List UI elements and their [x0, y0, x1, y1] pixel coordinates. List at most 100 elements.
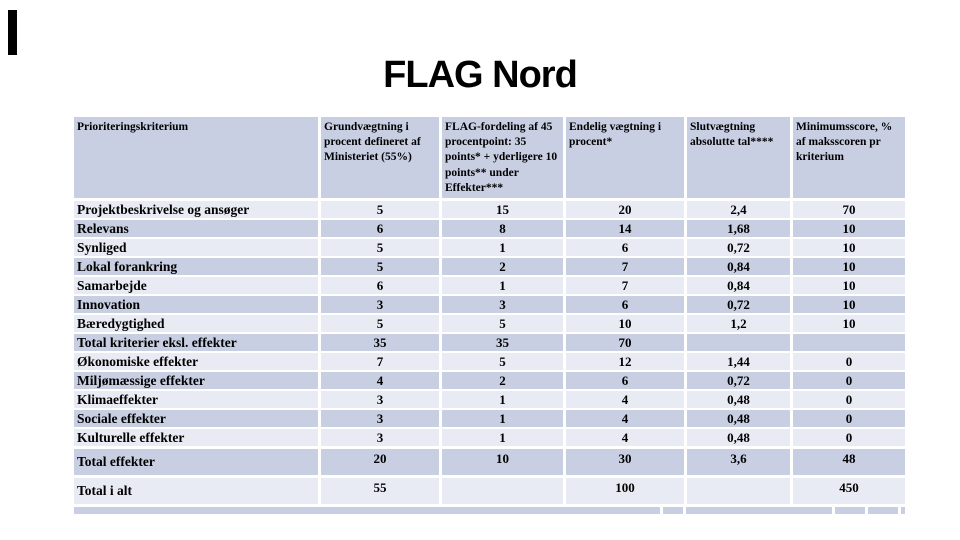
row-label: Projektbeskrivelse og ansøger [74, 201, 318, 218]
table-row: Miljømæssige effekter 4 2 6 0,72 0 [74, 372, 905, 389]
row-value: 0,72 [687, 372, 790, 389]
table-header-row: Prioriteringskriterium Grundvægtning i p… [74, 117, 905, 198]
row-value: 1,68 [687, 220, 790, 237]
row-value: 4 [321, 372, 439, 389]
row-value: 70 [566, 334, 684, 351]
row-value: 0 [793, 372, 905, 389]
row-value: 0,72 [687, 239, 790, 256]
header-cell-flag-share: FLAG-fordeling af 45 procentpoint: 35 po… [442, 117, 563, 198]
row-value: 0 [793, 391, 905, 408]
row-value: 6 [566, 296, 684, 313]
row-value: 0,48 [687, 410, 790, 427]
table-row: Lokal forankring 5 2 7 0,84 10 [74, 258, 905, 275]
row-label: Kulturelle effekter [74, 429, 318, 446]
row-value: 6 [321, 277, 439, 294]
header-cell-minimum-score: Minimumsscore, % af maksscoren pr kriter… [793, 117, 905, 198]
table-row: Sociale effekter 3 1 4 0,48 0 [74, 410, 905, 427]
row-value: 2,4 [687, 201, 790, 218]
header-cell-end-weight: Slutvægtning absolutte tal**** [687, 117, 790, 198]
row-value: 3 [321, 391, 439, 408]
row-value: 5 [442, 315, 563, 332]
row-label: Miljømæssige effekter [74, 372, 318, 389]
row-value: 6 [321, 220, 439, 237]
row-value: 20 [321, 449, 439, 475]
row-value: 6 [566, 372, 684, 389]
row-value: 0,84 [687, 277, 790, 294]
clipped-cell [868, 507, 898, 514]
row-value: 5 [321, 258, 439, 275]
header-cell-final-weight: Endelig vægtning i procent* [566, 117, 684, 198]
row-label: Samarbejde [74, 277, 318, 294]
row-label: Relevans [74, 220, 318, 237]
row-label: Total kriterier eksl. effekter [74, 334, 318, 351]
row-value: 48 [793, 449, 905, 475]
row-value: 1 [442, 239, 563, 256]
row-value: 450 [793, 478, 905, 504]
slide-title: FLAG Nord [383, 54, 578, 96]
row-value: 10 [793, 258, 905, 275]
row-value: 100 [566, 478, 684, 504]
row-value: 5 [321, 201, 439, 218]
row-value: 10 [793, 239, 905, 256]
table-row: Total effekter 20 10 30 3,6 48 [74, 449, 905, 475]
table-row: Synliged 5 1 6 0,72 10 [74, 239, 905, 256]
row-value: 7 [566, 277, 684, 294]
row-value: 0 [793, 353, 905, 370]
row-value: 10 [793, 315, 905, 332]
row-value: 1,44 [687, 353, 790, 370]
priority-criteria-table: Prioriteringskriterium Grundvægtning i p… [74, 117, 905, 514]
row-value: 15 [442, 201, 563, 218]
row-value: 7 [566, 258, 684, 275]
row-value: 35 [321, 334, 439, 351]
row-value: 55 [321, 478, 439, 504]
row-value: 14 [566, 220, 684, 237]
row-value: 12 [566, 353, 684, 370]
row-value: 1 [442, 391, 563, 408]
row-value: 0,48 [687, 391, 790, 408]
row-value [442, 478, 563, 504]
row-value: 30 [566, 449, 684, 475]
row-label: Lokal forankring [74, 258, 318, 275]
row-label: Total effekter [74, 449, 318, 475]
row-value: 0 [793, 410, 905, 427]
row-value: 0,48 [687, 429, 790, 446]
row-value: 10 [793, 277, 905, 294]
row-value: 10 [442, 449, 563, 475]
row-value: 8 [442, 220, 563, 237]
row-label: Økonomiske effekter [74, 353, 318, 370]
row-label: Synliged [74, 239, 318, 256]
table-row: Bæredygtighed 5 5 10 1,2 10 [74, 315, 905, 332]
row-value: 35 [442, 334, 563, 351]
row-value: 10 [566, 315, 684, 332]
clipped-cell [835, 507, 865, 514]
table-row: Samarbejde 6 1 7 0,84 10 [74, 277, 905, 294]
table-row: Innovation 3 3 6 0,72 10 [74, 296, 905, 313]
table-body: Projektbeskrivelse og ansøger 5 15 20 2,4 70 R… [74, 201, 905, 504]
row-value: 0 [793, 429, 905, 446]
row-value: 3 [321, 429, 439, 446]
row-value: 1 [442, 410, 563, 427]
row-value: 1 [442, 277, 563, 294]
row-value [793, 334, 905, 351]
table-row: Kulturelle effekter 3 1 4 0,48 0 [74, 429, 905, 446]
row-value: 4 [566, 410, 684, 427]
clipped-cell [663, 507, 683, 514]
row-value: 3 [321, 410, 439, 427]
clipped-cell [901, 507, 905, 514]
row-value: 3 [321, 296, 439, 313]
row-label: Total i alt [74, 478, 318, 504]
table-row: Projektbeskrivelse og ansøger 5 15 20 2,4 70 [74, 201, 905, 218]
table-row: Total kriterier eksl. effekter 35 35 70 [74, 334, 905, 351]
row-value: 0,84 [687, 258, 790, 275]
row-value: 4 [566, 429, 684, 446]
row-value [687, 334, 790, 351]
row-value: 10 [793, 220, 905, 237]
row-value [687, 478, 790, 504]
row-value: 5 [442, 353, 563, 370]
row-value: 0,72 [687, 296, 790, 313]
row-label: Klimaeffekter [74, 391, 318, 408]
row-value: 2 [442, 258, 563, 275]
table-row: Total i alt 55 100 450 [74, 478, 905, 504]
row-value: 2 [442, 372, 563, 389]
header-cell-criterion: Prioriteringskriterium [74, 117, 318, 198]
